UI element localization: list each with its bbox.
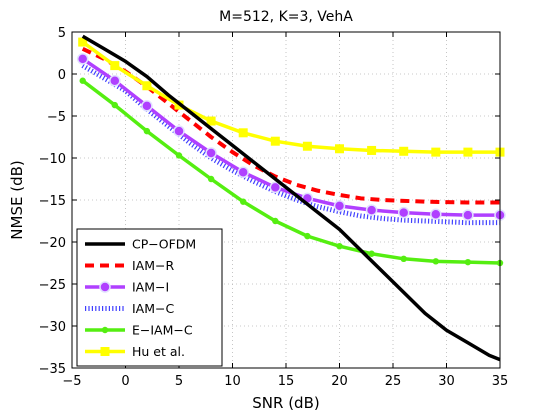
series-marker xyxy=(397,206,410,219)
series-marker xyxy=(272,217,279,225)
x-tick-label: −5 xyxy=(62,374,81,389)
series-marker xyxy=(399,146,409,156)
series-marker xyxy=(400,255,407,262)
legend-item: IAM−C xyxy=(85,301,174,316)
y-axis-title: NMSE (dB) xyxy=(8,160,26,239)
x-tick-label: 25 xyxy=(385,374,402,389)
series-marker xyxy=(141,100,153,112)
series-marker xyxy=(79,77,86,84)
chart-title: M=512, K=3, VehA xyxy=(219,9,353,25)
series-marker xyxy=(99,281,111,293)
legend-item: CP−OFDM xyxy=(85,237,196,252)
series-marker xyxy=(76,53,89,65)
y-tick-label: −20 xyxy=(39,236,66,251)
series-line xyxy=(81,40,500,154)
y-tick-label: −15 xyxy=(39,194,66,209)
series-marker xyxy=(269,181,282,194)
series-line xyxy=(81,46,500,205)
series-5 xyxy=(79,77,504,267)
series-layer xyxy=(76,34,506,362)
grid xyxy=(72,32,500,368)
series-1 xyxy=(81,34,501,362)
series-marker xyxy=(175,152,183,159)
series-marker xyxy=(78,37,88,47)
x-tick-label: 5 xyxy=(175,374,183,389)
series-marker xyxy=(336,243,343,250)
series-marker xyxy=(302,141,312,151)
series-marker xyxy=(430,208,442,221)
y-tick-label: −30 xyxy=(39,320,66,335)
series-marker xyxy=(335,144,344,154)
series-marker xyxy=(463,147,473,157)
legend-label: Hu et al. xyxy=(132,344,185,359)
y-tick-label: −10 xyxy=(39,152,66,167)
series-marker xyxy=(464,258,472,266)
series-line xyxy=(81,79,501,265)
series-marker xyxy=(101,326,109,334)
series-marker xyxy=(207,175,215,183)
legend-item: IAM−I xyxy=(85,280,169,295)
series-marker xyxy=(270,136,280,146)
series-4 xyxy=(81,63,500,226)
series-marker xyxy=(173,125,185,137)
series-marker xyxy=(110,61,120,71)
legend-label: IAM−I xyxy=(132,280,169,295)
x-tick-label: 10 xyxy=(224,374,241,389)
y-tick-label: −5 xyxy=(47,110,66,125)
series-marker xyxy=(304,232,311,240)
legend-item: IAM−R xyxy=(85,258,174,273)
series-2 xyxy=(81,46,500,205)
x-tick-label: 35 xyxy=(492,374,509,389)
x-tick-label: 0 xyxy=(121,374,129,389)
series-marker xyxy=(431,147,441,157)
legend-item: E−IAM−C xyxy=(85,323,193,338)
x-tick-label: 30 xyxy=(438,374,455,389)
y-tick-label: 5 xyxy=(58,26,66,41)
legend-label: CP−OFDM xyxy=(132,237,196,252)
series-marker xyxy=(100,347,110,356)
series-marker xyxy=(109,74,121,87)
series-marker xyxy=(206,116,216,126)
y-tick-label: −25 xyxy=(39,278,66,293)
legend-label: E−IAM−C xyxy=(132,323,193,338)
legend-label: IAM−R xyxy=(132,258,174,273)
x-tick-label: 20 xyxy=(331,374,348,389)
y-tick-label: −35 xyxy=(39,362,66,377)
series-marker xyxy=(237,166,249,179)
series-marker xyxy=(368,250,375,257)
series-line xyxy=(81,34,501,362)
series-marker xyxy=(205,147,217,159)
legend-item: Hu et al. xyxy=(85,344,185,359)
series-marker xyxy=(462,209,474,221)
x-axis-title: SNR (dB) xyxy=(252,394,319,412)
tick-layer: −5 0 5 10 15 20 25 30 35 5 0 −5 −10 −15 −20 −25 −30 −35 xyxy=(39,26,509,389)
series-marker xyxy=(240,198,247,205)
series-marker xyxy=(367,145,377,155)
series-marker xyxy=(238,128,248,138)
series-marker xyxy=(111,101,119,109)
legend-box xyxy=(76,228,223,367)
x-tick-label: 15 xyxy=(278,374,295,389)
legend-label: IAM−C xyxy=(132,301,174,316)
series-line xyxy=(81,63,500,226)
series-6 xyxy=(78,37,505,157)
y-tick-label: 0 xyxy=(58,68,66,83)
series-marker xyxy=(333,200,346,212)
series-marker xyxy=(143,127,151,135)
series-marker xyxy=(432,258,439,265)
legend: CP−OFDM IAM−R IAM−I IAM−C E−IAM−C Hu et al. xyxy=(76,228,223,367)
series-marker xyxy=(142,81,152,91)
series-marker xyxy=(365,204,378,216)
